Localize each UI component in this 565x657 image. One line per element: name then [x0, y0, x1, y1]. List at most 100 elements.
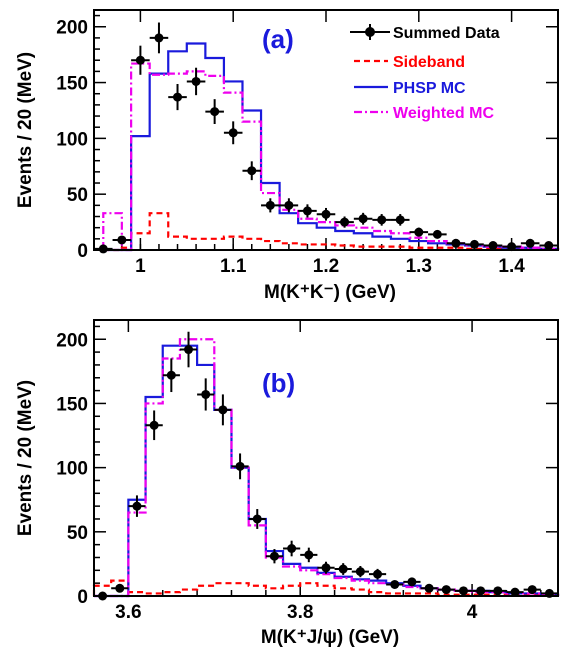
data-marker [321, 563, 331, 573]
data-marker [377, 215, 387, 225]
x-tick-label: 1.1 [220, 256, 247, 277]
data-point-b [454, 586, 473, 596]
data-point-b [128, 495, 146, 517]
data-point-a [261, 198, 280, 213]
data-point-b [283, 540, 301, 557]
data-marker [414, 227, 424, 237]
data-marker [115, 583, 125, 593]
data-point-a [205, 99, 224, 125]
data-point-a [539, 241, 558, 251]
data-point-a [298, 204, 317, 218]
legend-marker-summed-data [365, 27, 375, 37]
data-point-b [111, 583, 129, 593]
data-point-a [242, 161, 262, 181]
data-point-b [265, 549, 284, 564]
data-marker [228, 128, 238, 138]
data-point-b [197, 378, 215, 411]
data-point-a [149, 22, 169, 54]
data-point-b [214, 394, 232, 426]
y-tick-label: 0 [77, 241, 88, 262]
x-tick-label: 3.8 [287, 602, 313, 623]
legend-label-phsp-mc: PHSP MC [393, 80, 466, 97]
panel-b: (b) M(K⁺J/ψ) (GeV) Events / 20 (MeV) 0 50… [15, 319, 560, 648]
series-sideband-b [92, 579, 560, 596]
data-point-a [353, 212, 373, 225]
data-marker [525, 238, 535, 248]
panel-label-b: (b) [262, 368, 295, 398]
data-point-a [409, 227, 429, 237]
data-point-a [335, 216, 354, 228]
data-marker [407, 577, 417, 587]
x-tick-label: 4 [467, 602, 478, 623]
x-tick-label: 1.3 [406, 256, 432, 277]
data-marker [269, 551, 279, 561]
data-point-a [446, 238, 466, 248]
data-marker [476, 586, 486, 596]
data-marker [544, 241, 554, 251]
data-point-b [472, 586, 490, 596]
data-marker [321, 209, 331, 219]
x-tick-label: 1 [135, 256, 146, 277]
data-point-b [523, 585, 541, 595]
x-tick-label: 3.6 [115, 602, 141, 623]
data-point-a [520, 238, 540, 248]
data-marker [191, 76, 201, 86]
data-marker [373, 569, 383, 579]
data-marker [441, 585, 451, 595]
data-marker [184, 345, 194, 355]
x-axis-title-a: M(K⁺K⁻) (GeV) [264, 282, 396, 303]
data-marker [252, 514, 262, 524]
data-marker [451, 238, 461, 248]
data-marker [358, 214, 368, 224]
data-point-b [179, 331, 198, 368]
data-point-b [334, 563, 352, 575]
y-tick-label: 200 [56, 330, 88, 351]
data-point-b [231, 453, 249, 480]
data-marker [173, 92, 183, 102]
data-marker [510, 587, 520, 597]
data-marker [210, 107, 220, 117]
data-marker [340, 217, 350, 227]
data-marker [395, 215, 405, 225]
data-point-b [437, 585, 455, 595]
y-tick-label: 150 [56, 394, 88, 415]
series-phsp-mc-b [94, 344, 560, 598]
data-marker [488, 241, 498, 251]
data-marker [98, 244, 108, 254]
data-marker [247, 166, 257, 176]
data-point-a [223, 121, 243, 145]
legend-label-weighted-mc: Weighted MC [393, 105, 494, 122]
data-point-a [428, 229, 447, 239]
data-marker [166, 370, 176, 380]
y-tick-label: 100 [56, 459, 88, 480]
data-point-a [186, 67, 206, 96]
data-point-a [94, 244, 113, 254]
data-point-b [248, 509, 266, 529]
y-tick-label: 150 [56, 74, 88, 95]
data-marker [235, 461, 245, 471]
data-point-b [403, 577, 421, 587]
data-point-b [162, 358, 180, 393]
data-marker [355, 567, 365, 577]
y-axis-title-a: Events / 20 (MeV) [15, 52, 36, 208]
series-sideband-a [103, 212, 560, 252]
data-point-a [279, 198, 299, 213]
panel-label-a: (a) [262, 24, 294, 54]
data-marker [527, 585, 537, 595]
x-axis-title-b: M(K⁺J/ψ) (GeV) [261, 627, 399, 648]
data-marker [424, 583, 434, 593]
data-point-a [465, 239, 484, 249]
plot-frame-b [93, 319, 559, 597]
data-marker [287, 544, 297, 554]
y-axis-title-b: Events / 20 (MeV) [15, 380, 36, 536]
data-marker [154, 33, 164, 43]
data-marker [135, 55, 145, 65]
data-point-a [502, 242, 521, 252]
data-point-b [420, 583, 438, 593]
data-point-b [506, 587, 524, 597]
data-marker [304, 550, 314, 560]
data-point-a [316, 207, 336, 221]
data-point-b [386, 579, 404, 589]
data-marker [218, 405, 228, 415]
